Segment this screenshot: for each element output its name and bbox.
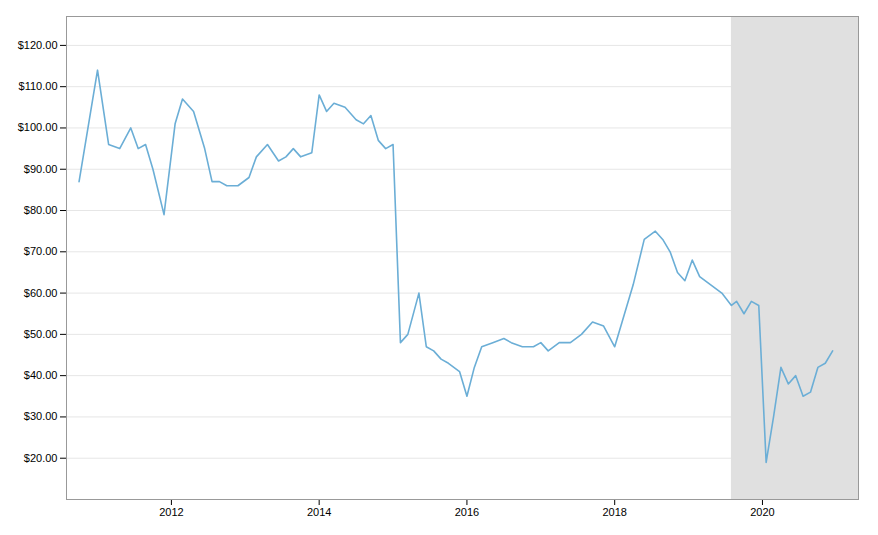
svg-text:$30.00: $30.00 xyxy=(24,410,58,422)
svg-text:$70.00: $70.00 xyxy=(24,245,58,257)
svg-text:$50.00: $50.00 xyxy=(24,328,58,340)
svg-text:2018: 2018 xyxy=(602,506,626,518)
svg-text:2016: 2016 xyxy=(455,506,479,518)
svg-text:2014: 2014 xyxy=(307,506,331,518)
svg-text:$80.00: $80.00 xyxy=(24,204,58,216)
svg-text:$40.00: $40.00 xyxy=(24,369,58,381)
svg-text:2020: 2020 xyxy=(750,506,774,518)
svg-text:2012: 2012 xyxy=(159,506,183,518)
svg-text:$100.00: $100.00 xyxy=(18,121,58,133)
svg-text:$60.00: $60.00 xyxy=(24,287,58,299)
svg-text:$110.00: $110.00 xyxy=(19,80,58,92)
svg-text:$20.00: $20.00 xyxy=(24,452,58,464)
svg-text:$90.00: $90.00 xyxy=(24,163,58,175)
svg-text:$120.00: $120.00 xyxy=(18,39,58,51)
